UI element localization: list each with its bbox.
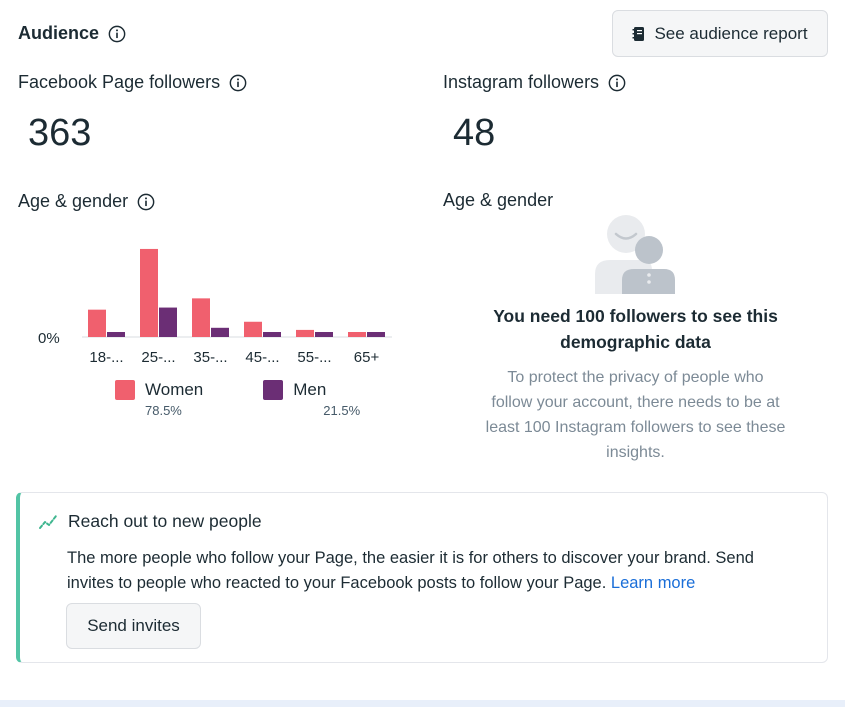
bar-men-1[interactable] bbox=[159, 307, 177, 337]
audience-header: Audience bbox=[18, 23, 126, 44]
audience-title: Audience bbox=[18, 23, 100, 43]
instagram-followers-count: 48 bbox=[453, 112, 496, 154]
legend-item-women: Women 78.5% bbox=[115, 380, 203, 418]
bar-women-5[interactable] bbox=[348, 332, 366, 337]
ig-empty-state-title: You need 100 followers to see this demog… bbox=[443, 303, 828, 355]
bottom-divider bbox=[0, 700, 845, 707]
facebook-followers-label-row: Facebook Page followers bbox=[18, 72, 247, 93]
x-tick-label: 18-... bbox=[89, 349, 123, 366]
legend-name-men: Men bbox=[293, 380, 327, 399]
info-icon[interactable] bbox=[108, 25, 126, 43]
send-invites-button[interactable]: Send invites bbox=[66, 603, 201, 649]
ig-empty-desc-line: insights. bbox=[606, 444, 665, 461]
people-illustration-icon bbox=[595, 215, 675, 294]
reach-title: Reach out to new people bbox=[68, 511, 262, 531]
fb-age-gender-label: Age & gender bbox=[18, 191, 129, 211]
instagram-followers-label: Instagram followers bbox=[443, 72, 600, 92]
ig-age-gender-label: Age & gender bbox=[443, 190, 554, 210]
reach-line: The more people who follow your Page, th… bbox=[67, 549, 754, 567]
ig-empty-desc-line: follow your account, there needs to be a… bbox=[491, 394, 780, 411]
x-tick-label: 45-... bbox=[245, 349, 279, 366]
see-audience-report-button[interactable]: See audience report bbox=[612, 10, 828, 57]
bar-men-2[interactable] bbox=[211, 327, 229, 337]
bar-men-4[interactable] bbox=[315, 332, 333, 337]
reach-line-text: invites to people who reacted to your Fa… bbox=[67, 574, 607, 592]
ig-empty-title-line: demographic data bbox=[560, 332, 711, 352]
legend-item-men: Men 21.5% bbox=[263, 380, 360, 418]
bar-women-1[interactable] bbox=[140, 248, 158, 337]
x-tick-label: 25-... bbox=[141, 349, 175, 366]
x-tick-label: 55-... bbox=[297, 349, 331, 366]
x-tick-label: 65+ bbox=[354, 349, 380, 366]
reach-out-card: Reach out to new people The more people … bbox=[16, 492, 828, 663]
ig-empty-state-description: To protect the privacy of people who fol… bbox=[443, 365, 828, 465]
bar-women-0[interactable] bbox=[88, 309, 106, 337]
legend-swatch-men bbox=[263, 380, 284, 400]
report-book-icon bbox=[632, 26, 645, 41]
bar-women-2[interactable] bbox=[192, 298, 210, 337]
baseline-label: 0% bbox=[38, 330, 60, 347]
trend-line-icon bbox=[39, 515, 57, 529]
learn-more-link[interactable]: Learn more bbox=[610, 574, 696, 592]
bar-women-3[interactable] bbox=[244, 321, 262, 337]
bar-men-0[interactable] bbox=[107, 332, 125, 337]
facebook-followers-label: Facebook Page followers bbox=[18, 72, 221, 92]
ig-empty-desc-line: least 100 Instagram followers to see the… bbox=[485, 419, 786, 436]
facebook-followers-count: 363 bbox=[28, 112, 92, 154]
reach-line: invites to people who reacted to your Fa… bbox=[67, 571, 827, 596]
age-gender-bar-chart: 0% 18-... 25-... 35-... 45-... 55-... 65+ bbox=[38, 248, 392, 366]
bar-men-5[interactable] bbox=[367, 332, 385, 337]
legend-pct-men: 21.5% bbox=[323, 403, 361, 418]
see-audience-report-label: See audience report bbox=[654, 23, 808, 43]
legend-pct-women: 78.5% bbox=[145, 403, 182, 418]
info-icon[interactable] bbox=[137, 193, 155, 211]
legend-name-women: Women bbox=[145, 380, 204, 399]
bar-men-3[interactable] bbox=[263, 332, 281, 337]
ig-empty-desc-line: To protect the privacy of people who bbox=[507, 369, 764, 386]
bar-women-4[interactable] bbox=[296, 329, 314, 337]
x-tick-label: 35-... bbox=[193, 349, 227, 366]
instagram-followers-label-row: Instagram followers bbox=[443, 72, 626, 93]
info-icon[interactable] bbox=[229, 74, 247, 92]
fb-age-gender-label-row: Age & gender bbox=[18, 191, 155, 212]
reach-description: The more people who follow your Page, th… bbox=[67, 546, 827, 596]
ig-empty-title-line: You need 100 followers to see this bbox=[493, 306, 778, 326]
legend-swatch-women bbox=[115, 380, 135, 400]
info-icon[interactable] bbox=[608, 74, 626, 92]
chart-legend: Women 78.5% Men 21.5% bbox=[115, 380, 360, 418]
